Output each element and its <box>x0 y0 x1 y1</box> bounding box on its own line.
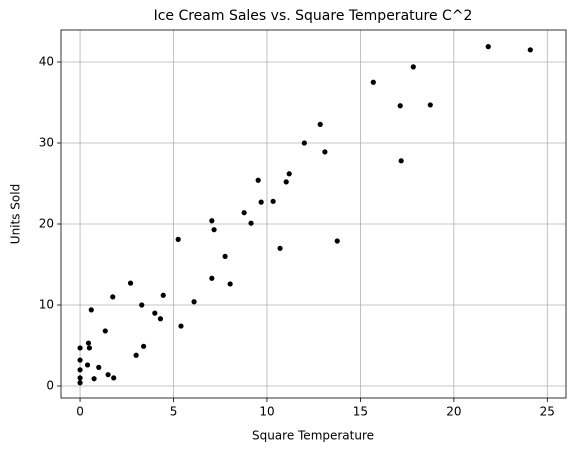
point <box>77 367 83 373</box>
point <box>398 158 404 164</box>
point <box>209 275 215 281</box>
point <box>77 357 83 363</box>
plot-frame <box>60 29 567 399</box>
point <box>211 227 217 233</box>
point <box>77 375 83 381</box>
y-tick-label: 0 <box>46 379 54 393</box>
x-tick-label: 15 <box>353 405 368 419</box>
point <box>91 376 97 382</box>
point <box>77 380 83 386</box>
point <box>410 64 416 70</box>
point <box>370 79 376 85</box>
y-axis-label: Units Sold <box>9 184 23 244</box>
point <box>160 292 166 298</box>
point <box>286 171 292 177</box>
point <box>317 121 323 127</box>
point <box>102 328 108 334</box>
point <box>88 307 94 313</box>
y-tick-label: 10 <box>39 298 54 312</box>
point <box>152 310 158 316</box>
y-tick-label: 30 <box>39 136 54 150</box>
point <box>175 236 181 242</box>
point <box>258 199 264 205</box>
point <box>86 345 93 351</box>
point <box>322 149 328 155</box>
point <box>301 140 307 146</box>
point <box>157 316 164 322</box>
point <box>191 299 197 305</box>
x-axis-label: Square Temperature <box>252 429 374 443</box>
y-tick-label: 20 <box>39 217 54 231</box>
x-tick-label: 25 <box>540 405 555 419</box>
point <box>227 281 233 287</box>
point <box>85 340 92 346</box>
point <box>105 372 111 378</box>
point <box>334 238 340 244</box>
point <box>133 352 139 358</box>
point <box>209 218 215 224</box>
point <box>139 302 145 308</box>
y-tick-label: 40 <box>39 54 54 68</box>
point <box>84 362 91 368</box>
point <box>96 364 102 370</box>
x-tick-label: 10 <box>259 405 274 419</box>
point <box>110 294 116 300</box>
point <box>255 177 261 183</box>
point <box>485 44 491 50</box>
point <box>270 198 276 204</box>
point <box>427 102 433 108</box>
point <box>397 103 403 109</box>
point <box>527 47 533 53</box>
point <box>222 253 228 260</box>
x-tick-label: 20 <box>446 405 461 419</box>
point <box>277 245 283 251</box>
point <box>127 280 134 286</box>
point <box>241 210 247 216</box>
point <box>178 323 184 329</box>
point <box>77 345 83 351</box>
point <box>141 343 147 349</box>
chart-title: Ice Cream Sales vs. Square Temperature C… <box>154 8 473 24</box>
x-tick-label: 0 <box>76 405 84 419</box>
point <box>283 179 289 185</box>
point <box>248 220 254 226</box>
x-tick-label: 5 <box>170 405 178 419</box>
point <box>111 375 117 381</box>
